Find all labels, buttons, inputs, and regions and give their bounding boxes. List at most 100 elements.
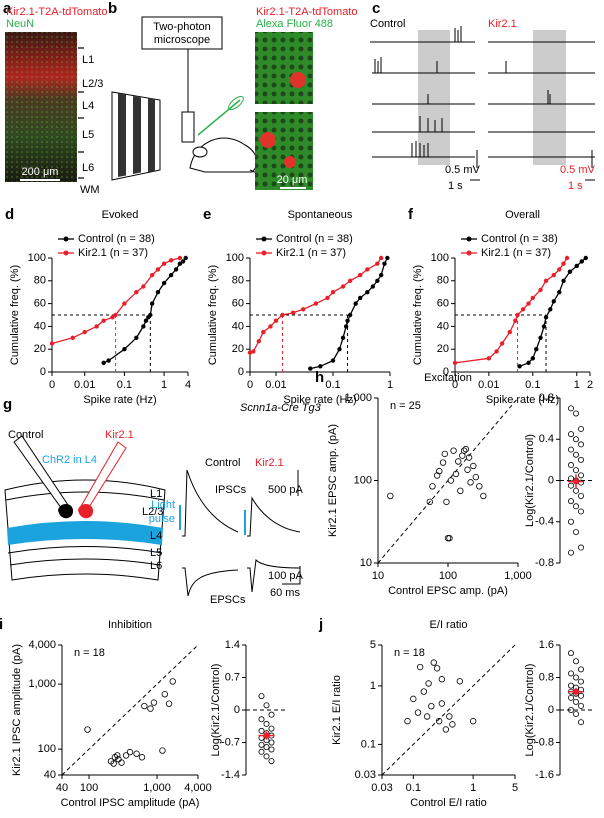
data-point bbox=[470, 462, 477, 470]
data-point bbox=[126, 748, 134, 756]
data-point bbox=[452, 360, 458, 366]
data-point bbox=[300, 307, 306, 312]
data-point bbox=[513, 318, 518, 323]
x-tick-label: 10 bbox=[372, 570, 384, 582]
x-axis-label: Spike rate (Hz) bbox=[83, 394, 156, 406]
x-tick-label: 0.1 bbox=[525, 379, 540, 391]
y-tick-label: 10 bbox=[360, 557, 372, 569]
data-point bbox=[480, 492, 487, 500]
mouse-ear bbox=[192, 146, 208, 158]
x-tick-label: 2 bbox=[587, 379, 593, 391]
x-tick-label: 1 bbox=[470, 782, 476, 794]
y-tick-label: 60 bbox=[232, 298, 244, 310]
data-point bbox=[515, 312, 520, 318]
data-point bbox=[568, 462, 575, 469]
data-point bbox=[122, 752, 130, 759]
data-point bbox=[357, 272, 363, 278]
data-point bbox=[290, 310, 296, 315]
data-point bbox=[365, 290, 370, 295]
data-point bbox=[340, 284, 346, 289]
data-point bbox=[517, 364, 522, 369]
electrode-label: Control bbox=[8, 429, 43, 441]
y-tick-label: 0 bbox=[443, 366, 449, 378]
data-point bbox=[446, 713, 453, 720]
cdf-line bbox=[310, 257, 388, 370]
legend-marker bbox=[63, 250, 69, 256]
x-tick-label: 4 bbox=[185, 379, 191, 391]
y-tick-label: 0 bbox=[234, 704, 240, 716]
data-point bbox=[578, 441, 585, 448]
data-point bbox=[251, 349, 256, 354]
legend-marker bbox=[261, 250, 267, 256]
data-point bbox=[568, 694, 575, 701]
legend-label: Kir2.1 (n = 37) bbox=[481, 247, 551, 259]
data-point bbox=[263, 744, 270, 751]
x-tick-label: 0.01 bbox=[478, 379, 499, 391]
data-point bbox=[438, 676, 446, 683]
data-point bbox=[578, 702, 585, 709]
chart-title: Evoked bbox=[102, 209, 139, 221]
objective bbox=[181, 111, 195, 143]
micrograph bbox=[255, 32, 313, 104]
data-point bbox=[337, 347, 342, 352]
data-point bbox=[258, 748, 265, 755]
panel-label: g bbox=[3, 396, 12, 413]
x-tick-label: 1,000 bbox=[143, 782, 171, 794]
data-point bbox=[494, 349, 499, 354]
y-tick-label: 1.4 bbox=[225, 639, 240, 651]
data-point bbox=[583, 255, 588, 261]
data-point bbox=[134, 290, 139, 295]
data-point bbox=[343, 324, 349, 329]
data-point bbox=[426, 498, 434, 506]
data-point bbox=[455, 458, 462, 465]
data-point bbox=[578, 678, 585, 685]
data-point bbox=[84, 726, 91, 733]
cdf-line bbox=[51, 257, 181, 345]
y-tick-label: 0.8 bbox=[539, 392, 554, 404]
data-point bbox=[435, 717, 443, 725]
cell bbox=[260, 132, 276, 148]
data-point bbox=[573, 658, 580, 665]
y-axis-label: Kir2.1 E/I ratio bbox=[331, 675, 343, 745]
y-tick-label: -0.4 bbox=[535, 516, 554, 528]
micrograph-texture bbox=[5, 32, 77, 182]
x-tick-label: 0.1 bbox=[325, 379, 340, 391]
data-point bbox=[573, 529, 580, 536]
data-point bbox=[465, 454, 473, 461]
data-point bbox=[568, 650, 575, 657]
scale-label: 100 pA bbox=[268, 570, 304, 582]
panel-label: c bbox=[372, 0, 380, 17]
data-point bbox=[165, 700, 173, 707]
x-tick-label: 0 bbox=[452, 379, 458, 391]
y-tick-label: 0.8 bbox=[539, 671, 554, 683]
data-point bbox=[573, 711, 580, 718]
current-label: IPSCs bbox=[215, 484, 247, 496]
data-point bbox=[378, 255, 384, 261]
scale-label: 60 ms bbox=[270, 587, 300, 599]
y-tick-label: 0.4 bbox=[539, 433, 554, 445]
data-point bbox=[423, 713, 431, 720]
y-tick-label: 100 bbox=[28, 252, 46, 264]
data-point bbox=[106, 358, 111, 363]
y-tick-label: 100 bbox=[38, 743, 56, 755]
data-point bbox=[169, 678, 176, 685]
y-tick-label: 20 bbox=[437, 343, 449, 355]
layer-label: L6 bbox=[150, 560, 162, 572]
data-point bbox=[452, 470, 460, 478]
cell bbox=[290, 72, 306, 88]
data-point bbox=[499, 341, 505, 346]
data-point bbox=[101, 318, 106, 323]
mean-marker bbox=[263, 732, 270, 739]
data-point bbox=[268, 324, 273, 329]
condition-label: Control bbox=[205, 457, 240, 469]
y-tick-label: 40 bbox=[34, 320, 46, 332]
data-point bbox=[457, 487, 464, 495]
y-tick-label: 1,000 bbox=[28, 678, 56, 690]
panel-a: a Kir2.1-T2A-tdTomato NeuN L1 L2/3 L4 L5… bbox=[3, 0, 107, 196]
y-tick-label: 80 bbox=[437, 275, 449, 287]
data-point bbox=[268, 739, 275, 746]
y-axis-label: Kir2.1 EPSC amp. (pA) bbox=[327, 424, 339, 537]
data-point bbox=[110, 760, 117, 767]
y-tick-label: 80 bbox=[232, 275, 244, 287]
data-point bbox=[385, 255, 390, 261]
